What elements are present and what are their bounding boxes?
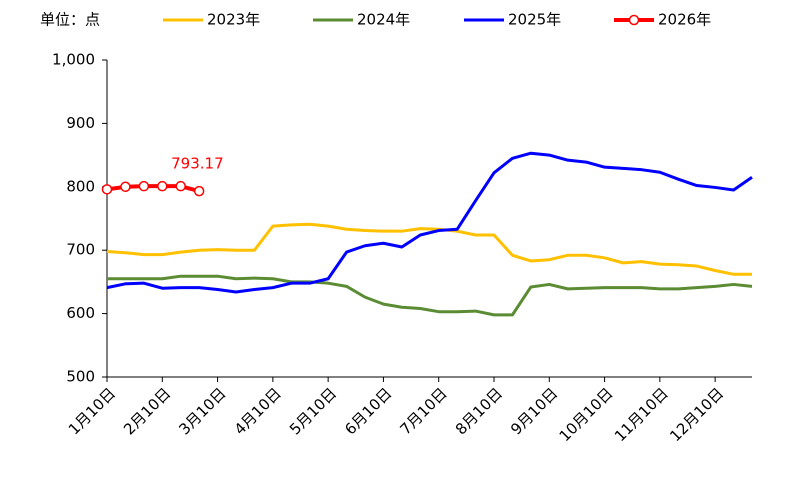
x-tick-label: 7月10日: [397, 384, 451, 438]
legend-label: 2025年: [508, 11, 561, 29]
series-marker: [101, 184, 113, 195]
y-tick-label: 600: [66, 304, 95, 322]
y-tick-label: 500: [66, 368, 95, 386]
x-tick-label: 8月10日: [452, 384, 506, 438]
series-marker: [175, 180, 186, 192]
x-tick-label: 11月10日: [611, 384, 672, 445]
series-line: [107, 274, 753, 317]
legend-label: 2023年: [207, 11, 260, 29]
x-tick-label: 5月10日: [286, 384, 340, 438]
legend-label: 2026年: [658, 11, 711, 29]
x-tick-label: 12月10日: [666, 384, 727, 445]
unit-label: 单位：点: [40, 11, 100, 29]
x-tick-label: 1月10日: [65, 384, 119, 438]
data-label: 793.17: [171, 155, 224, 173]
x-tick-label: 10月10日: [556, 384, 617, 445]
series-marker: [120, 181, 131, 193]
y-tick-label: 900: [66, 114, 95, 132]
series-line: [106, 151, 753, 294]
legend-label: 2024年: [357, 11, 410, 29]
x-tick-label: 9月10日: [507, 384, 561, 438]
y-tick-label: 1,000: [52, 51, 95, 69]
series-line: [106, 222, 752, 276]
series-marker: [138, 180, 150, 192]
x-tick-label: 4月10日: [231, 384, 285, 438]
series-marker: [157, 180, 168, 192]
x-tick-label: 2月10日: [120, 384, 174, 438]
y-tick-label: 700: [66, 241, 95, 259]
y-tick-label: 800: [66, 177, 95, 195]
legend-marker: [628, 14, 640, 26]
series-marker: [193, 185, 205, 197]
x-tick-label: 3月10日: [175, 384, 229, 438]
x-tick-label: 6月10日: [341, 384, 395, 438]
